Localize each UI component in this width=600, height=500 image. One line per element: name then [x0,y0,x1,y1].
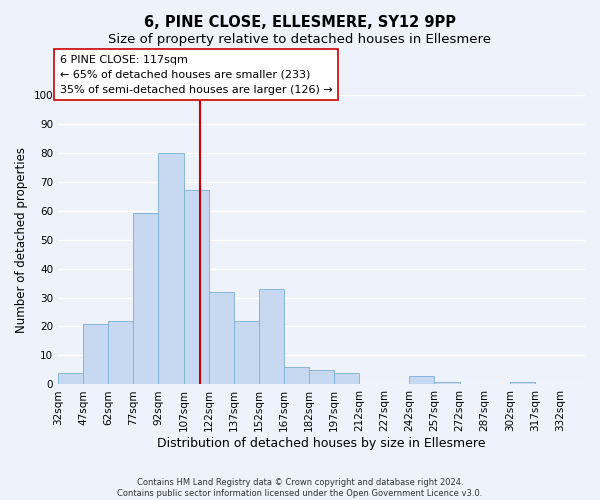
Bar [284,367,309,384]
Bar [209,292,233,384]
Bar [434,382,460,384]
Bar [309,370,334,384]
Y-axis label: Number of detached properties: Number of detached properties [15,146,28,332]
Bar [409,376,434,384]
Bar [510,382,535,384]
Bar [58,373,83,384]
Text: Contains HM Land Registry data © Crown copyright and database right 2024.
Contai: Contains HM Land Registry data © Crown c… [118,478,482,498]
Text: Size of property relative to detached houses in Ellesmere: Size of property relative to detached ho… [109,32,491,46]
Bar [133,214,158,384]
Text: 6, PINE CLOSE, ELLESMERE, SY12 9PP: 6, PINE CLOSE, ELLESMERE, SY12 9PP [144,15,456,30]
Bar [158,152,184,384]
Bar [233,320,259,384]
Bar [334,373,359,384]
X-axis label: Distribution of detached houses by size in Ellesmere: Distribution of detached houses by size … [157,437,486,450]
Bar [108,320,133,384]
Bar [259,289,284,384]
Text: 6 PINE CLOSE: 117sqm
← 65% of detached houses are smaller (233)
35% of semi-deta: 6 PINE CLOSE: 117sqm ← 65% of detached h… [60,55,332,94]
Bar [83,324,108,384]
Bar [184,190,209,384]
